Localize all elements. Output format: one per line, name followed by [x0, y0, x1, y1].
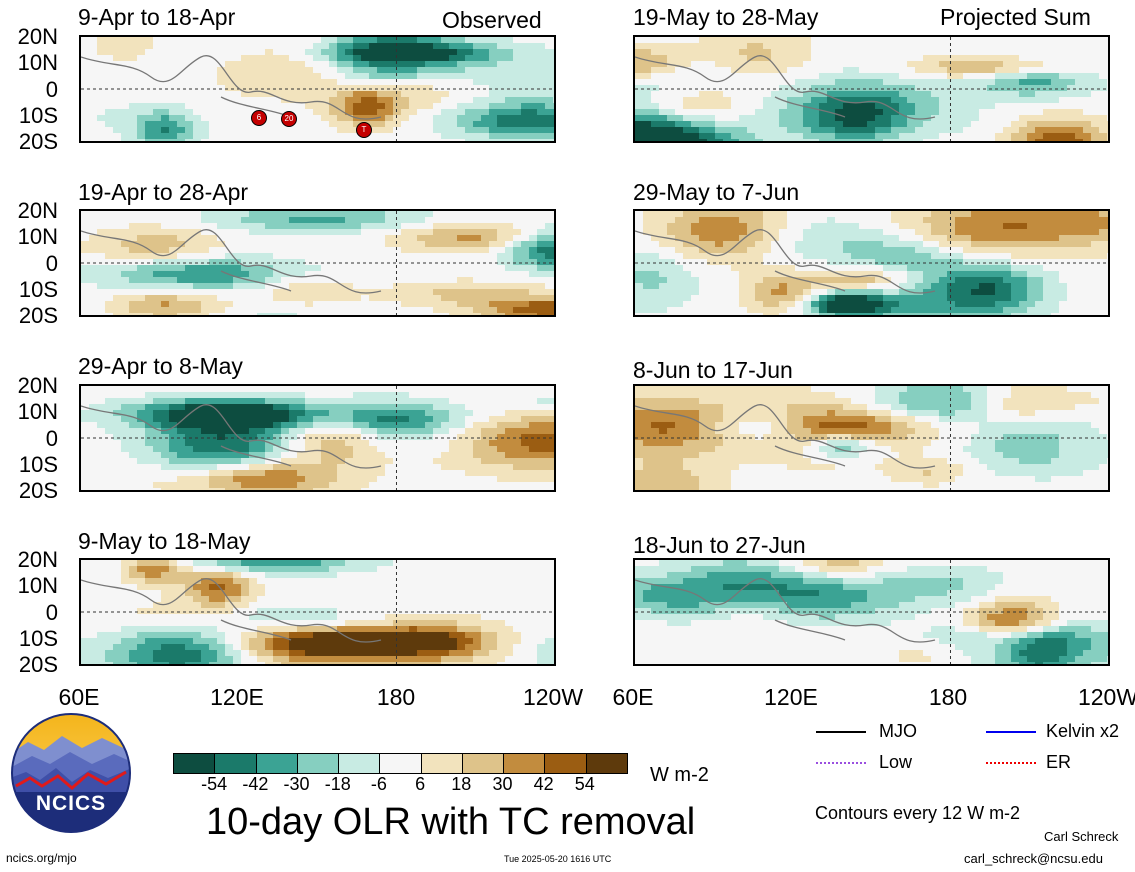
- colorbar-tick-label: -6: [370, 774, 387, 794]
- lat-label: 20N: [17, 373, 58, 398]
- colorbar-swatch: [380, 754, 422, 773]
- map-panel-projected-4: [633, 558, 1110, 666]
- colorbar-tick-label: 54: [574, 774, 595, 794]
- lon-label: 60E: [58, 684, 100, 710]
- lon-label: 180: [928, 684, 968, 710]
- map-panel-observed-4: [79, 558, 556, 666]
- panel-title: 9-Apr to 18-Apr: [78, 4, 236, 30]
- lat-label: 10N: [17, 573, 58, 598]
- lat-label: 20S: [18, 478, 58, 503]
- lat-label: 0: [45, 251, 58, 276]
- colorbar-tick-label: 42: [533, 774, 554, 794]
- lat-label: 0: [45, 77, 58, 102]
- main-title: 10-day OLR with TC removal: [206, 801, 696, 843]
- colorbar-swatch: [215, 754, 257, 773]
- panel-title: 19-May to 28-May: [633, 4, 819, 30]
- colorbar-swatch: [586, 754, 627, 773]
- colorbar-swatch: [339, 754, 381, 773]
- contour-note: Contours every 12 W m-2: [815, 803, 1021, 823]
- lat-label: 20N: [17, 198, 58, 223]
- colorbar-unit: W m-2: [650, 764, 709, 786]
- lat-label: 20N: [17, 547, 58, 572]
- ncics-logo: NCICS: [10, 712, 132, 834]
- colorbar-tick-label: -54: [201, 774, 228, 794]
- legend-line-low: [816, 762, 866, 764]
- lat-label: 20S: [18, 652, 58, 677]
- map-panel-observed-3: [79, 384, 556, 492]
- footer-email[interactable]: carl_schreck@ncsu.edu: [964, 851, 1103, 866]
- colorbar: [173, 753, 628, 774]
- colorbar-swatch: [297, 754, 340, 773]
- tc-marker: 6: [251, 110, 267, 126]
- legend-label-low: Low: [879, 752, 913, 772]
- lat-label: 10S: [18, 277, 58, 302]
- colorbar-swatch: [504, 754, 546, 773]
- colorbar-swatch: [174, 754, 216, 773]
- panel-title: 29-May to 7-Jun: [633, 179, 800, 205]
- colorbar-tick-label: -42: [242, 774, 269, 794]
- tc-marker: 20: [281, 111, 297, 127]
- colorbar-swatch: [545, 754, 587, 773]
- map-panel-observed-1: [79, 35, 556, 143]
- panel-title: 29-Apr to 8-May: [78, 353, 243, 379]
- lon-label: 180: [376, 684, 416, 710]
- lon-label: 120W: [1077, 684, 1135, 710]
- lat-label: 10S: [18, 626, 58, 651]
- legend-label-kelvin: Kelvin x2: [1046, 721, 1120, 741]
- footer-url[interactable]: ncics.org/mjo: [6, 851, 77, 865]
- colorbar-swatch: [256, 754, 298, 773]
- lat-label: 10N: [17, 399, 58, 424]
- footer-timestamp: Tue 2025-05-20 1616 UTC: [504, 854, 612, 864]
- logo-text: NCICS: [35, 792, 107, 815]
- panel-title: 19-Apr to 28-Apr: [78, 179, 249, 205]
- legend-line-kelvin: [986, 731, 1036, 733]
- panel-title: 9-May to 18-May: [78, 528, 251, 554]
- lat-label: 0: [45, 600, 58, 625]
- map-panel-projected-1: [633, 35, 1110, 143]
- lat-label: 20N: [17, 24, 58, 49]
- colorbar-swatch: [462, 754, 505, 773]
- lat-label: 10N: [17, 50, 58, 75]
- projected-label: Projected Sum: [940, 4, 1091, 30]
- map-panel-observed-2: [79, 209, 556, 317]
- footer-author: Carl Schreck: [1044, 829, 1119, 844]
- legend-label-mjo: MJO: [879, 721, 917, 741]
- colorbar-tick-label: 30: [492, 774, 513, 794]
- lon-label: 60E: [612, 684, 654, 710]
- colorbar-tick-label: -30: [283, 774, 310, 794]
- panel-title: 18-Jun to 27-Jun: [633, 532, 806, 558]
- lon-label: 120W: [522, 684, 584, 710]
- lon-label: 120E: [210, 684, 264, 710]
- lat-label: 20S: [18, 303, 58, 328]
- lat-label: 20S: [18, 129, 58, 154]
- map-panel-projected-2: [633, 209, 1110, 317]
- observed-label: Observed: [442, 7, 542, 33]
- lat-label: 0: [45, 426, 58, 451]
- map-panel-projected-3: [633, 384, 1110, 492]
- colorbar-tick-label: 18: [451, 774, 472, 794]
- colorbar-swatch: [421, 754, 463, 773]
- lat-label: 10N: [17, 224, 58, 249]
- tc-marker: T: [356, 122, 372, 138]
- lat-label: 10S: [18, 103, 58, 128]
- lat-label: 10S: [18, 452, 58, 477]
- legend-label-er: ER: [1046, 752, 1072, 772]
- panel-title: 8-Jun to 17-Jun: [633, 357, 793, 383]
- colorbar-tick-label: -18: [324, 774, 351, 794]
- legend-line-er: [986, 762, 1036, 764]
- legend-line-mjo: [816, 731, 866, 733]
- colorbar-tick-label: 6: [415, 774, 426, 794]
- lon-label: 120E: [764, 684, 818, 710]
